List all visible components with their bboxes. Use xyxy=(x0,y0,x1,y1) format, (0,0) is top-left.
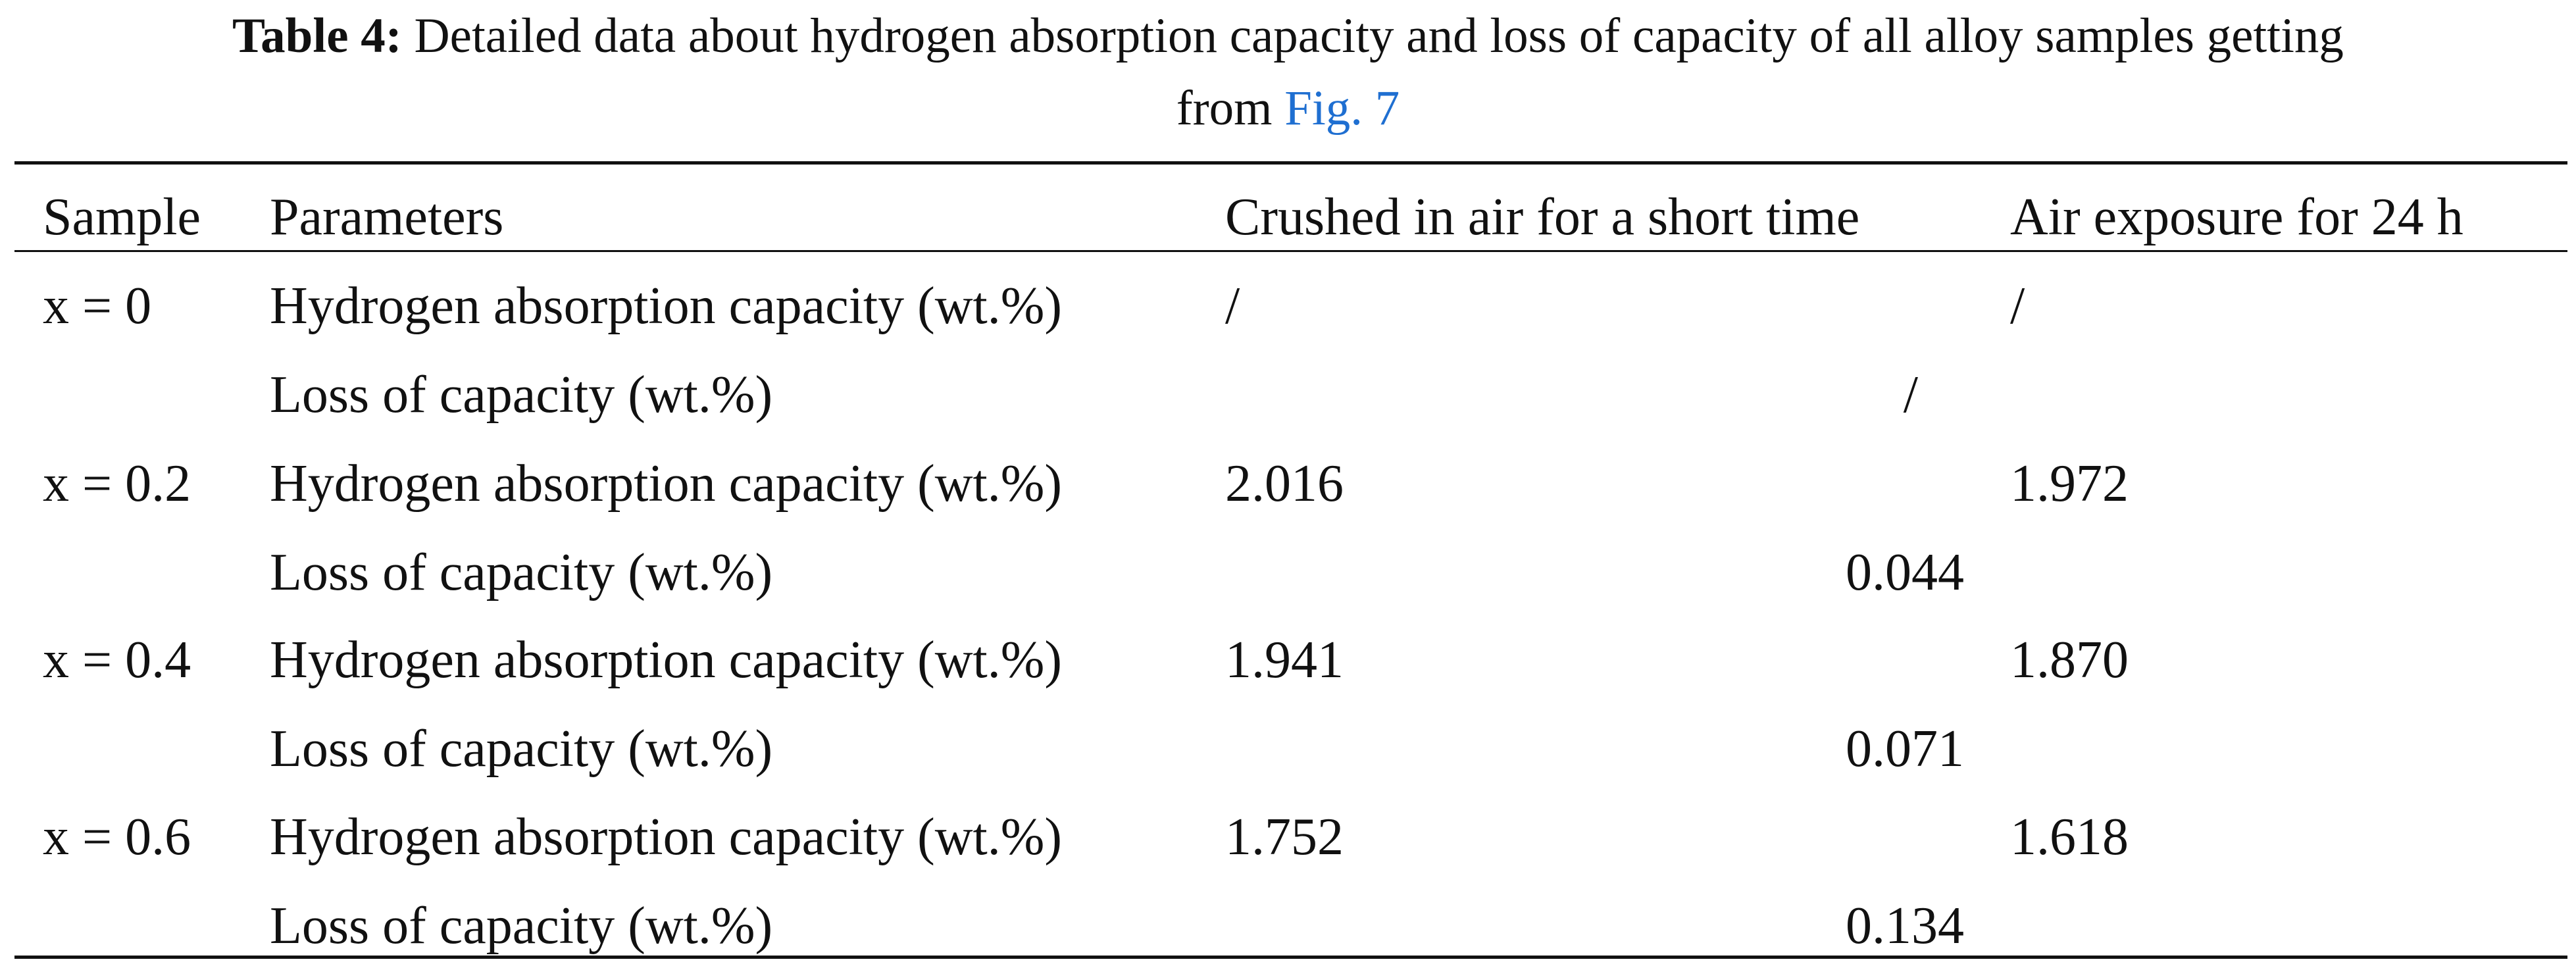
caption-line-1: Table 4: Detailed data about hydrogen ab… xyxy=(0,0,2576,72)
loss-value: / xyxy=(1903,366,1918,424)
loss-value: 0.134 xyxy=(1846,897,1964,955)
sample-cell: x = 0.6 xyxy=(43,808,191,866)
loss-label: Loss of capacity (wt.%) xyxy=(270,720,773,778)
caption-from: from xyxy=(1176,81,1273,136)
table-header-rule xyxy=(14,250,2567,252)
air-exposure-value: 1.870 xyxy=(2010,631,2129,689)
air-exposure-value: 1.972 xyxy=(2010,455,2129,513)
header-air-exposure: Air exposure for 24 h xyxy=(2010,188,2463,246)
loss-label: Loss of capacity (wt.%) xyxy=(270,897,773,955)
header-crushed: Crushed in air for a short time xyxy=(1225,188,1860,246)
crushed-value: 1.941 xyxy=(1225,631,1344,689)
crushed-value: / xyxy=(1225,277,1240,335)
air-exposure-value: / xyxy=(2010,277,2025,335)
table-caption: Table 4: Detailed data about hydrogen ab… xyxy=(0,0,2576,145)
air-exposure-value: 1.618 xyxy=(2010,808,2129,866)
caption-line-2: from Fig. 7 xyxy=(0,72,2576,145)
loss-label: Loss of capacity (wt.%) xyxy=(270,544,773,601)
table-bottom-rule xyxy=(14,956,2567,959)
sample-cell: x = 0.2 xyxy=(43,455,191,513)
absorption-label: Hydrogen absorption capacity (wt.%) xyxy=(270,277,1063,335)
header-sample: Sample xyxy=(43,188,201,246)
table-top-rule xyxy=(14,161,2567,165)
caption-label: Table 4: xyxy=(232,9,402,63)
loss-value: 0.044 xyxy=(1846,544,1964,601)
absorption-label: Hydrogen absorption capacity (wt.%) xyxy=(270,808,1063,866)
header-parameters: Parameters xyxy=(270,188,504,246)
crushed-value: 1.752 xyxy=(1225,808,1344,866)
absorption-label: Hydrogen absorption capacity (wt.%) xyxy=(270,455,1063,513)
crushed-value: 2.016 xyxy=(1225,455,1344,513)
loss-value: 0.071 xyxy=(1846,720,1964,778)
absorption-label: Hydrogen absorption capacity (wt.%) xyxy=(270,631,1063,689)
sample-cell: x = 0 xyxy=(43,277,152,335)
sample-cell: x = 0.4 xyxy=(43,631,191,689)
figure-link[interactable]: Fig. 7 xyxy=(1284,81,1400,136)
caption-text: Detailed data about hydrogen absorption … xyxy=(414,9,2344,63)
loss-label: Loss of capacity (wt.%) xyxy=(270,366,773,424)
